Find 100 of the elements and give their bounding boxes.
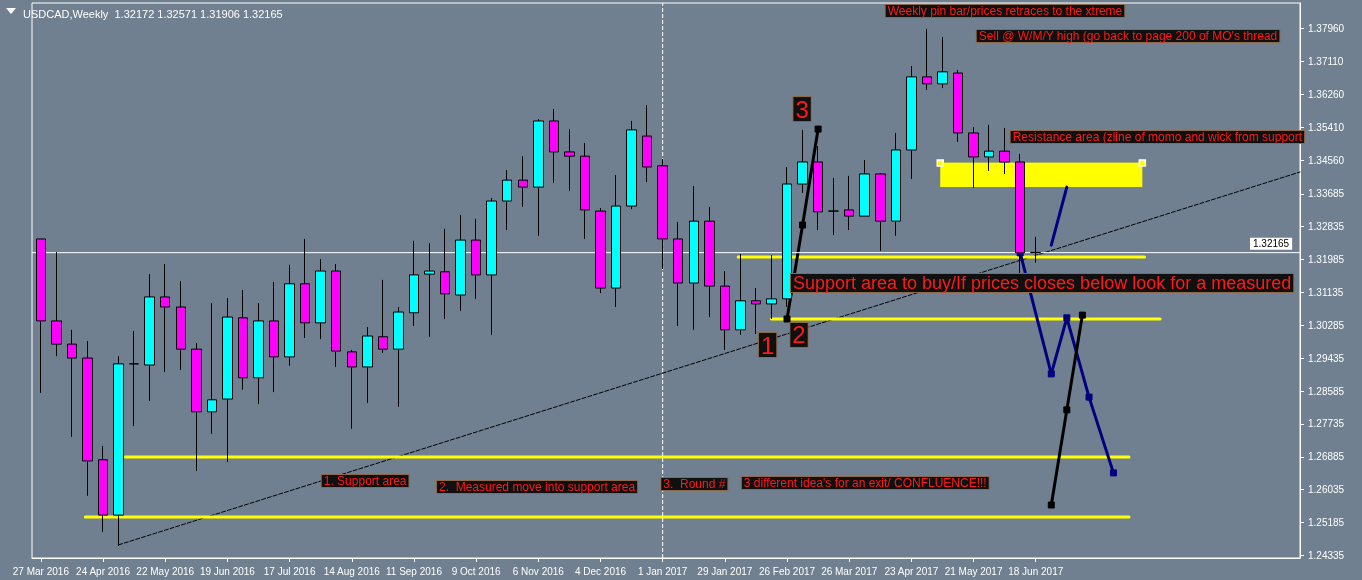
point [799, 221, 807, 229]
point [936, 159, 944, 167]
annotation: 3 different idea's for an exit/ CONFLUENCE!!! [743, 476, 987, 490]
y-tick-label: 1.33685 [1308, 188, 1345, 200]
candlestick [953, 69, 963, 143]
x-tick-label: 1 Jan 2017 [637, 565, 688, 577]
candlestick [859, 159, 870, 217]
candlestick [378, 279, 388, 354]
annotation: Weekly pin bar/prices retraces to the xtreme [887, 4, 1123, 18]
candlestick [440, 228, 450, 320]
candlestick [393, 306, 404, 408]
point [1085, 393, 1093, 401]
annotation: 2. Measured move into support area [439, 480, 636, 494]
x-tick-label: 19 Jun 2016 [199, 565, 256, 577]
candlestick [284, 264, 295, 367]
annotation: Resistance area (zline of momo and wick from support [1012, 130, 1303, 144]
candlestick [98, 445, 108, 533]
candlestick [891, 132, 901, 237]
candlestick [595, 207, 606, 294]
candlestick [549, 108, 559, 184]
x-tick-label: 23 Apr 2017 [884, 565, 939, 577]
x-tick-label: 27 Mar 2016 [12, 565, 70, 577]
x-tick-label: 11 Sep 2016 [385, 565, 443, 577]
point [1047, 501, 1055, 509]
point [1078, 311, 1086, 319]
x-tick-label: 22 May 2016 [136, 565, 195, 577]
candlestick [300, 238, 310, 339]
candlestick [315, 258, 326, 340]
y-tick-label: 1.37110 [1308, 55, 1344, 67]
candlestick [129, 330, 139, 427]
candlestick [191, 342, 202, 472]
y-tick-label: 1.26885 [1308, 451, 1345, 463]
y-tick-label: 1.36260 [1308, 88, 1345, 100]
candlestick [673, 221, 683, 327]
candlestick [642, 104, 652, 183]
candlestick [968, 126, 979, 189]
annotation: 3 [795, 95, 809, 123]
ref-line-label: 1.32165 [1253, 238, 1290, 250]
candlestick [564, 128, 575, 192]
x-tick-label: 29 Jan 2017 [697, 565, 753, 577]
candlestick [766, 254, 777, 320]
annotation: 3. Round # [663, 477, 726, 491]
candlestick [424, 242, 435, 338]
candlestick [269, 281, 279, 393]
x-tick-label: 4 Dec 2016 [574, 565, 627, 577]
candlestick [347, 349, 357, 430]
y-tick-label: 1.37960 [1308, 23, 1345, 35]
point [1063, 406, 1071, 414]
annotation: 2 [792, 321, 806, 349]
candlestick [207, 302, 217, 435]
x-tick-label: 26 Feb 2017 [758, 565, 816, 577]
y-tick-label: 1.24335 [1308, 549, 1345, 561]
candlestick [82, 340, 93, 497]
candlestick [331, 263, 341, 368]
candlestick [1030, 236, 1041, 264]
annotation: Sell @ W/M/Y high (go back to page 200 of MO's thread [978, 29, 1278, 43]
annotation: 1 [760, 331, 775, 359]
candlestick [751, 287, 761, 335]
candlestick [580, 142, 590, 240]
x-tick-label: 9 Oct 2016 [451, 565, 502, 577]
candlestick [51, 251, 62, 357]
candlestick [984, 124, 994, 172]
candlestick [36, 238, 46, 394]
candlestick [238, 289, 248, 391]
candlestick [67, 329, 77, 438]
chart-title: USDCAD,Weekly 1.32172 1.32571 1.31906 1.32165 [23, 7, 283, 20]
candlestick [144, 273, 155, 402]
point [814, 125, 822, 133]
point [1109, 469, 1117, 477]
x-tick-label: 24 Apr 2016 [76, 565, 131, 577]
candlestick [906, 65, 917, 180]
candlestick [828, 177, 839, 236]
y-tick-label: 1.32835 [1308, 221, 1345, 233]
y-tick-label: 1.25185 [1308, 517, 1345, 529]
candlestick [720, 270, 730, 351]
y-tick-label: 1.31985 [1308, 254, 1345, 266]
x-tick-label: 18 Jun 2017 [1008, 565, 1064, 577]
point [1047, 370, 1055, 378]
y-tick-label: 1.34560 [1308, 154, 1345, 166]
candlestick [875, 172, 886, 252]
x-tick-label: 14 Aug 2016 [323, 565, 381, 577]
y-tick-label: 1.30285 [1308, 319, 1345, 331]
candlestick [922, 28, 932, 91]
candlestick [611, 174, 621, 308]
candlestick [176, 280, 186, 371]
candlestick [222, 297, 233, 463]
point [1063, 314, 1071, 322]
candlestick [626, 120, 637, 210]
x-tick-label: 6 Nov 2016 [512, 565, 565, 577]
annotation: Support area to buy/If prices closes below look for a measured [792, 273, 1292, 293]
candlestick [409, 240, 419, 327]
y-tick-label: 1.27735 [1308, 418, 1345, 430]
candlestick [704, 206, 715, 318]
candlestick [471, 218, 481, 300]
y-tick-label: 1.29435 [1308, 352, 1345, 364]
candlestick [502, 169, 512, 231]
candlestick [844, 175, 854, 231]
y-tick-label: 1.26035 [1308, 484, 1345, 496]
candlestick [689, 185, 699, 331]
candlestick [486, 197, 497, 336]
